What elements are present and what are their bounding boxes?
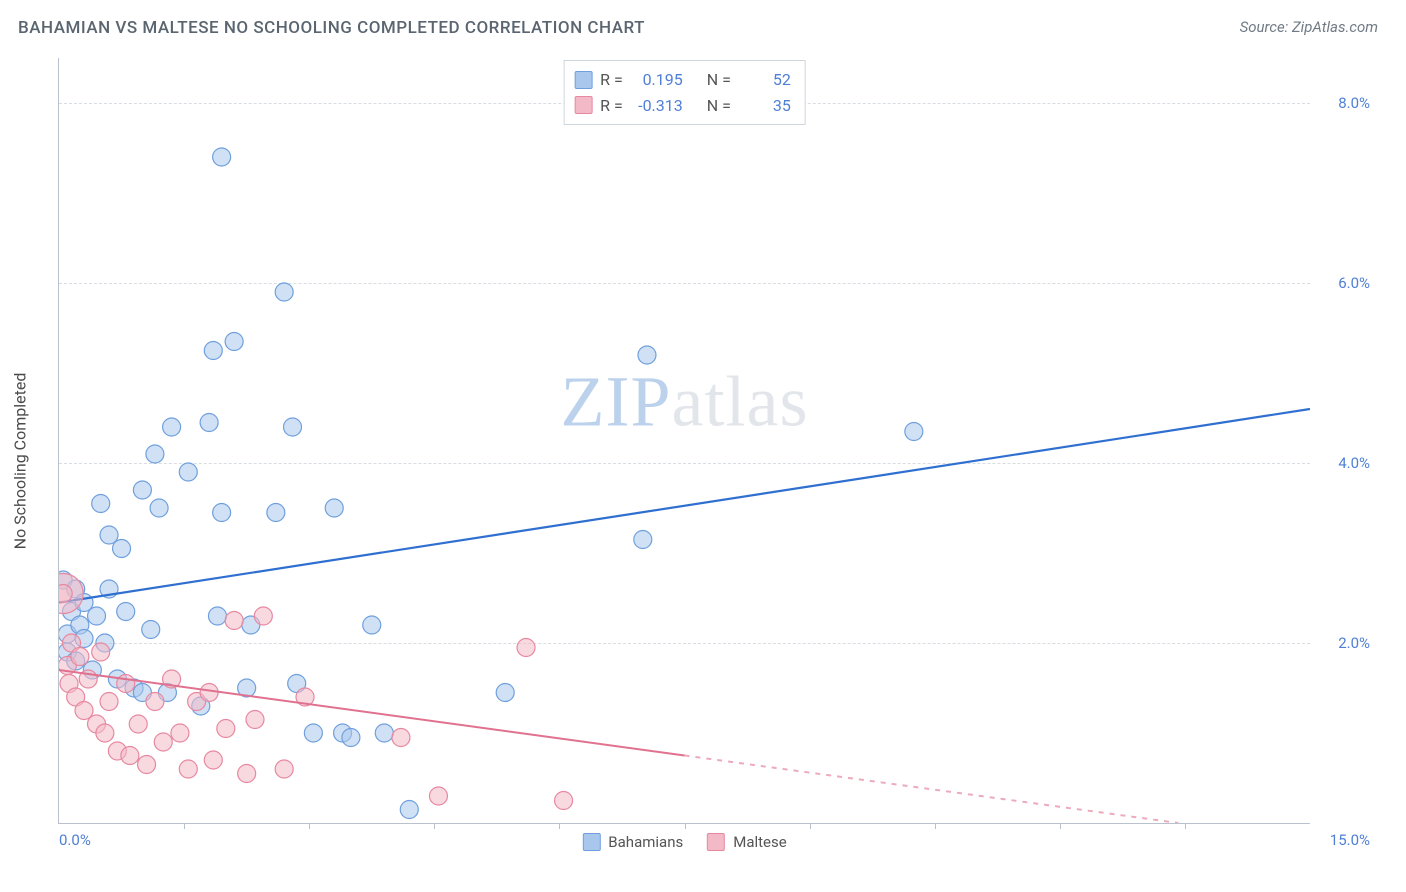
- chart-container: No Schooling Completed ZIPatlas R = 0.19…: [48, 58, 1378, 864]
- swatch-bahamians: [574, 71, 592, 89]
- x-tick: [685, 823, 686, 829]
- source-label: Source: ZipAtlas.com: [1240, 18, 1378, 36]
- x-tick: [184, 823, 185, 829]
- x-tick: [309, 823, 310, 829]
- x-tick: [1185, 823, 1186, 829]
- legend-item-bahamians: Bahamians: [582, 833, 683, 851]
- x-tick: [810, 823, 811, 829]
- chart-title: BAHAMIAN VS MALTESE NO SCHOOLING COMPLET…: [18, 18, 645, 38]
- legend-row-bahamians: R = 0.195 N = 52: [574, 67, 791, 93]
- plot-area: ZIPatlas R = 0.195 N = 52 R = -0.313 N =…: [58, 58, 1310, 824]
- swatch-maltese: [574, 96, 592, 114]
- y-tick-label: 8.0%: [1338, 94, 1370, 112]
- swatch-maltese-bottom: [707, 833, 725, 851]
- series-legend: Bahamians Maltese: [582, 833, 786, 851]
- x-max-label: 15.0%: [1330, 831, 1370, 849]
- y-tick-label: 6.0%: [1338, 274, 1370, 292]
- y-axis-label: No Schooling Completed: [11, 373, 30, 550]
- x-tick: [434, 823, 435, 829]
- x-tick: [935, 823, 936, 829]
- legend-row-maltese: R = -0.313 N = 35: [574, 93, 791, 119]
- swatch-bahamians-bottom: [582, 833, 600, 851]
- correlation-legend: R = 0.195 N = 52 R = -0.313 N = 35: [563, 60, 806, 125]
- y-tick-label: 4.0%: [1338, 454, 1370, 472]
- y-tick-label: 2.0%: [1338, 634, 1370, 652]
- plot-svg: [59, 58, 1310, 823]
- x-tick: [1060, 823, 1061, 829]
- x-min-label: 0.0%: [59, 831, 91, 849]
- x-tick: [559, 823, 560, 829]
- legend-item-maltese: Maltese: [707, 833, 786, 851]
